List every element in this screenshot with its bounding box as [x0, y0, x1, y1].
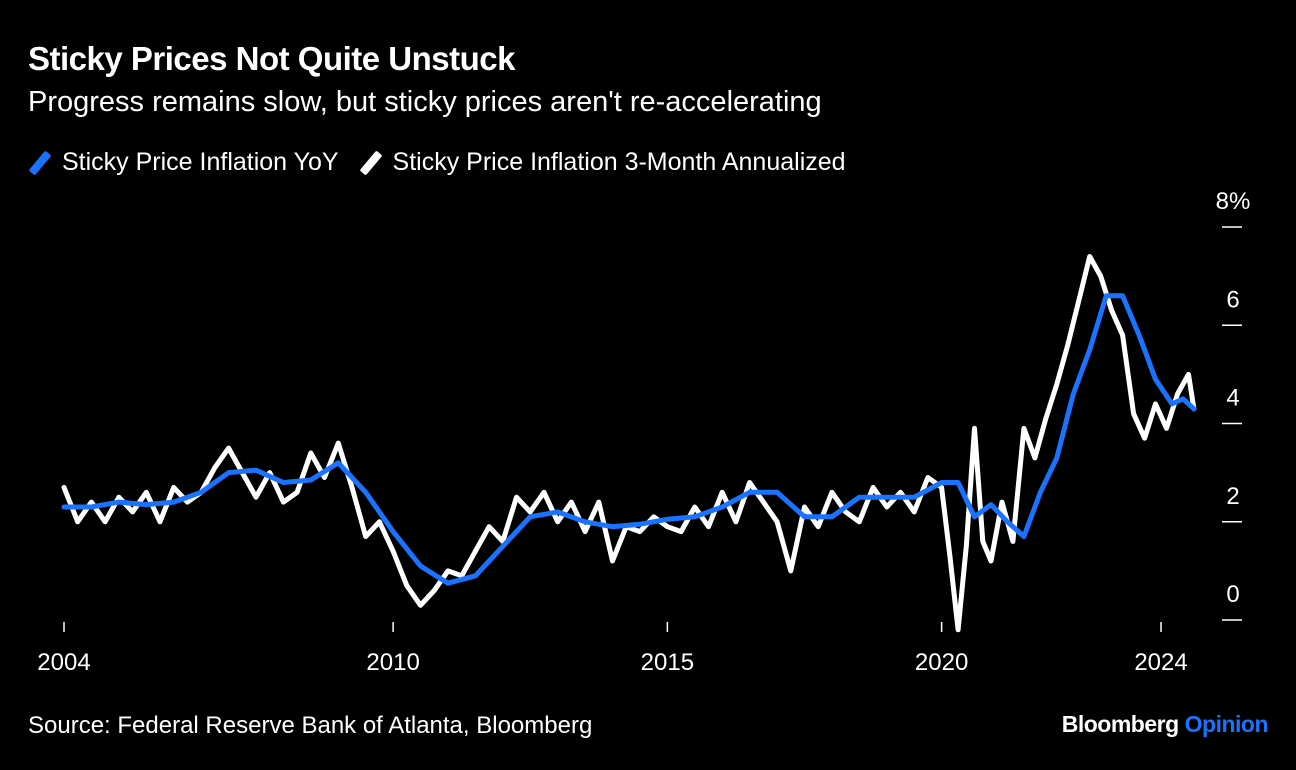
x-tick-label-2: 2015 [641, 649, 694, 676]
y-tick-label-0: 0 [1226, 581, 1239, 608]
source-note: Source: Federal Reserve Bank of Atlanta,… [28, 712, 593, 739]
series-line-0 [61, 293, 1197, 586]
brand-name: Bloomberg [1061, 711, 1179, 737]
chart-title: Sticky Prices Not Quite Unstuck [28, 40, 516, 77]
x-tick-label-3: 2020 [915, 649, 968, 676]
x-tick-label-0: 2004 [37, 649, 90, 676]
y-tick-label-4: 8% [1216, 188, 1251, 215]
y-tick-label-1: 2 [1226, 483, 1239, 510]
x-tick-label-4: 2024 [1134, 649, 1187, 676]
chart-subtitle: Progress remains slow, but sticky prices… [28, 86, 822, 118]
brand-logo: Bloomberg Opinion [1061, 711, 1269, 738]
legend: Sticky Price Inflation YoY Sticky Price … [28, 148, 868, 177]
y-tick-label-3: 6 [1226, 286, 1239, 313]
series-line-1 [61, 254, 1197, 633]
legend-label-yoy: Sticky Price Inflation YoY [62, 148, 339, 176]
legend-item-3m: Sticky Price Inflation 3-Month Annualize… [359, 148, 846, 177]
legend-item-yoy: Sticky Price Inflation YoY [28, 148, 339, 177]
y-tick-label-2: 4 [1226, 385, 1239, 412]
x-tick-label-1: 2010 [366, 649, 419, 676]
brand-suffix: Opinion [1184, 711, 1269, 737]
legend-label-3m: Sticky Price Inflation 3-Month Annualize… [392, 148, 846, 176]
